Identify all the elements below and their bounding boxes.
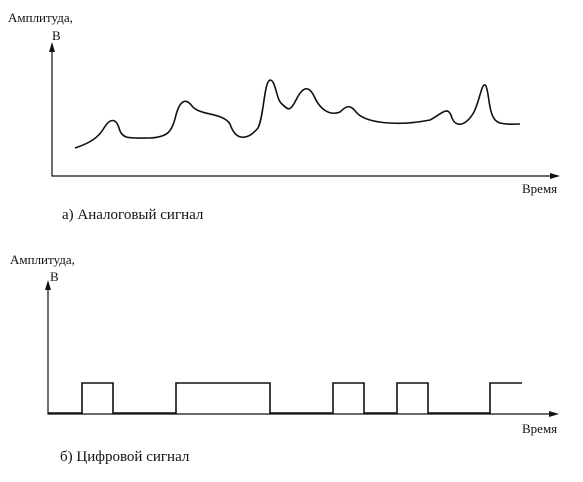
analog-signal — [74, 79, 521, 149]
y-label: Амплитуда, — [10, 252, 75, 267]
digital-signal — [48, 382, 522, 414]
x-label: Время — [522, 421, 557, 436]
arrows — [49, 42, 560, 179]
caption: а) Аналоговый сигнал — [62, 207, 204, 223]
y-label: Амплитуда, — [8, 10, 73, 25]
x-label: Время — [522, 181, 557, 196]
caption: б) Цифровой сигнал — [60, 449, 190, 465]
y-unit: В — [52, 28, 61, 43]
axes — [47, 284, 556, 415]
axes — [51, 44, 558, 177]
y-unit: В — [50, 269, 59, 284]
arrows — [45, 280, 559, 417]
